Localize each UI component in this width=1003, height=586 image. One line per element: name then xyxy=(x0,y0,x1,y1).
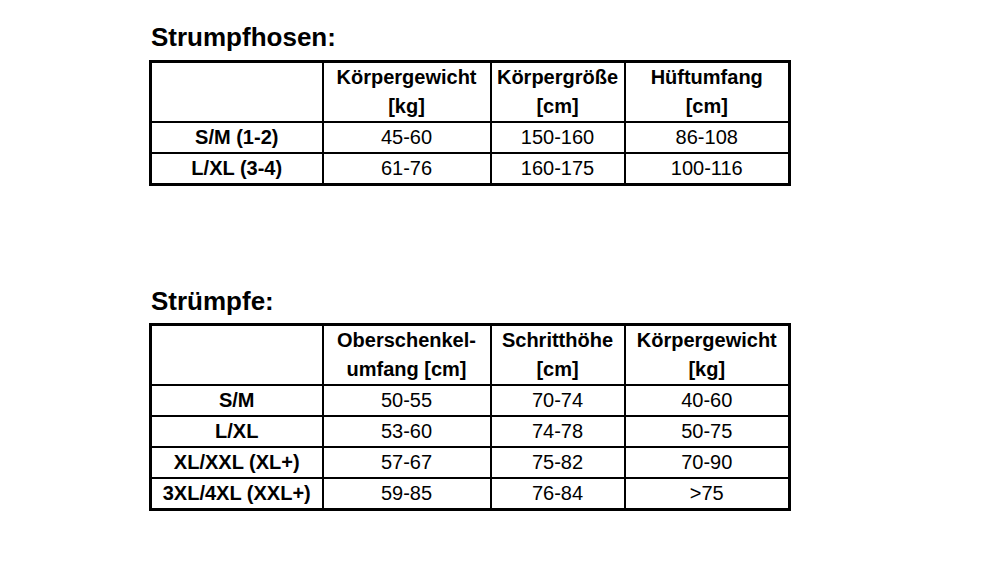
header-row: Körpergewicht [kg] Körpergröße [cm] Hüft… xyxy=(151,62,790,123)
row-label: L/XL xyxy=(151,416,323,447)
table-row: S/M (1-2) 45-60 150-160 86-108 xyxy=(151,122,790,153)
column-header-oberschenkelumfang: Oberschenkel- umfang [cm] xyxy=(323,325,491,386)
table-cell: 86-108 xyxy=(625,122,790,153)
section-title-strumpfhosen: Strumpfhosen: xyxy=(151,22,336,53)
table-cell: 70-90 xyxy=(625,447,790,478)
table-row: L/XL 53-60 74-78 50-75 xyxy=(151,416,790,447)
column-header-line2: [kg] xyxy=(324,92,490,121)
table-cell: 75-82 xyxy=(491,447,625,478)
header-row: Oberschenkel- umfang [cm] Schritthöhe [c… xyxy=(151,325,790,386)
struempfe-size-table: Oberschenkel- umfang [cm] Schritthöhe [c… xyxy=(149,323,791,511)
table-row: L/XL (3-4) 61-76 160-175 100-116 xyxy=(151,153,790,185)
column-header-line2: umfang [cm] xyxy=(324,355,490,384)
table-row: 3XL/4XL (XXL+) 59-85 76-84 >75 xyxy=(151,478,790,510)
table-cell: 100-116 xyxy=(625,153,790,185)
table-cell: 70-74 xyxy=(491,385,625,416)
column-header-line1: Hüftumfang xyxy=(626,63,789,92)
row-label: S/M (1-2) xyxy=(151,122,323,153)
column-header-line2: [kg] xyxy=(626,355,789,384)
row-label: L/XL (3-4) xyxy=(151,153,323,185)
column-header-line1: Oberschenkel- xyxy=(324,326,490,355)
column-header-line1: Körpergröße xyxy=(492,63,624,92)
column-header-line2: [cm] xyxy=(492,92,624,121)
row-label: XL/XXL (XL+) xyxy=(151,447,323,478)
column-header-koerpergewicht: Körpergewicht [kg] xyxy=(625,325,790,386)
column-header-line1: Körpergewicht xyxy=(626,326,789,355)
table-cell: 74-78 xyxy=(491,416,625,447)
section-title-struempfe: Strümpfe: xyxy=(151,286,274,317)
table-cell: 40-60 xyxy=(625,385,790,416)
table-cell: 57-67 xyxy=(323,447,491,478)
strumpfhosen-size-table: Körpergewicht [kg] Körpergröße [cm] Hüft… xyxy=(149,60,791,186)
table-cell: 61-76 xyxy=(323,153,491,185)
column-header-line1: Schritthöhe xyxy=(492,326,624,355)
table-cell: 150-160 xyxy=(491,122,625,153)
column-header-koerpergewicht: Körpergewicht [kg] xyxy=(323,62,491,123)
column-header-schritthoehe: Schritthöhe [cm] xyxy=(491,325,625,386)
row-label: 3XL/4XL (XXL+) xyxy=(151,478,323,510)
table-cell: 50-55 xyxy=(323,385,491,416)
table-cell: 50-75 xyxy=(625,416,790,447)
column-header-line2: [cm] xyxy=(626,92,789,121)
table-cell: 45-60 xyxy=(323,122,491,153)
table-cell: 59-85 xyxy=(323,478,491,510)
table-cell: 76-84 xyxy=(491,478,625,510)
table-row: S/M 50-55 70-74 40-60 xyxy=(151,385,790,416)
corner-cell xyxy=(151,62,323,123)
row-label: S/M xyxy=(151,385,323,416)
column-header-koerpergroesse: Körpergröße [cm] xyxy=(491,62,625,123)
corner-cell xyxy=(151,325,323,386)
table-cell: >75 xyxy=(625,478,790,510)
column-header-line2: [cm] xyxy=(492,355,624,384)
table-cell: 53-60 xyxy=(323,416,491,447)
column-header-line1: Körpergewicht xyxy=(324,63,490,92)
table-cell: 160-175 xyxy=(491,153,625,185)
table-row: XL/XXL (XL+) 57-67 75-82 70-90 xyxy=(151,447,790,478)
column-header-hueftumfang: Hüftumfang [cm] xyxy=(625,62,790,123)
